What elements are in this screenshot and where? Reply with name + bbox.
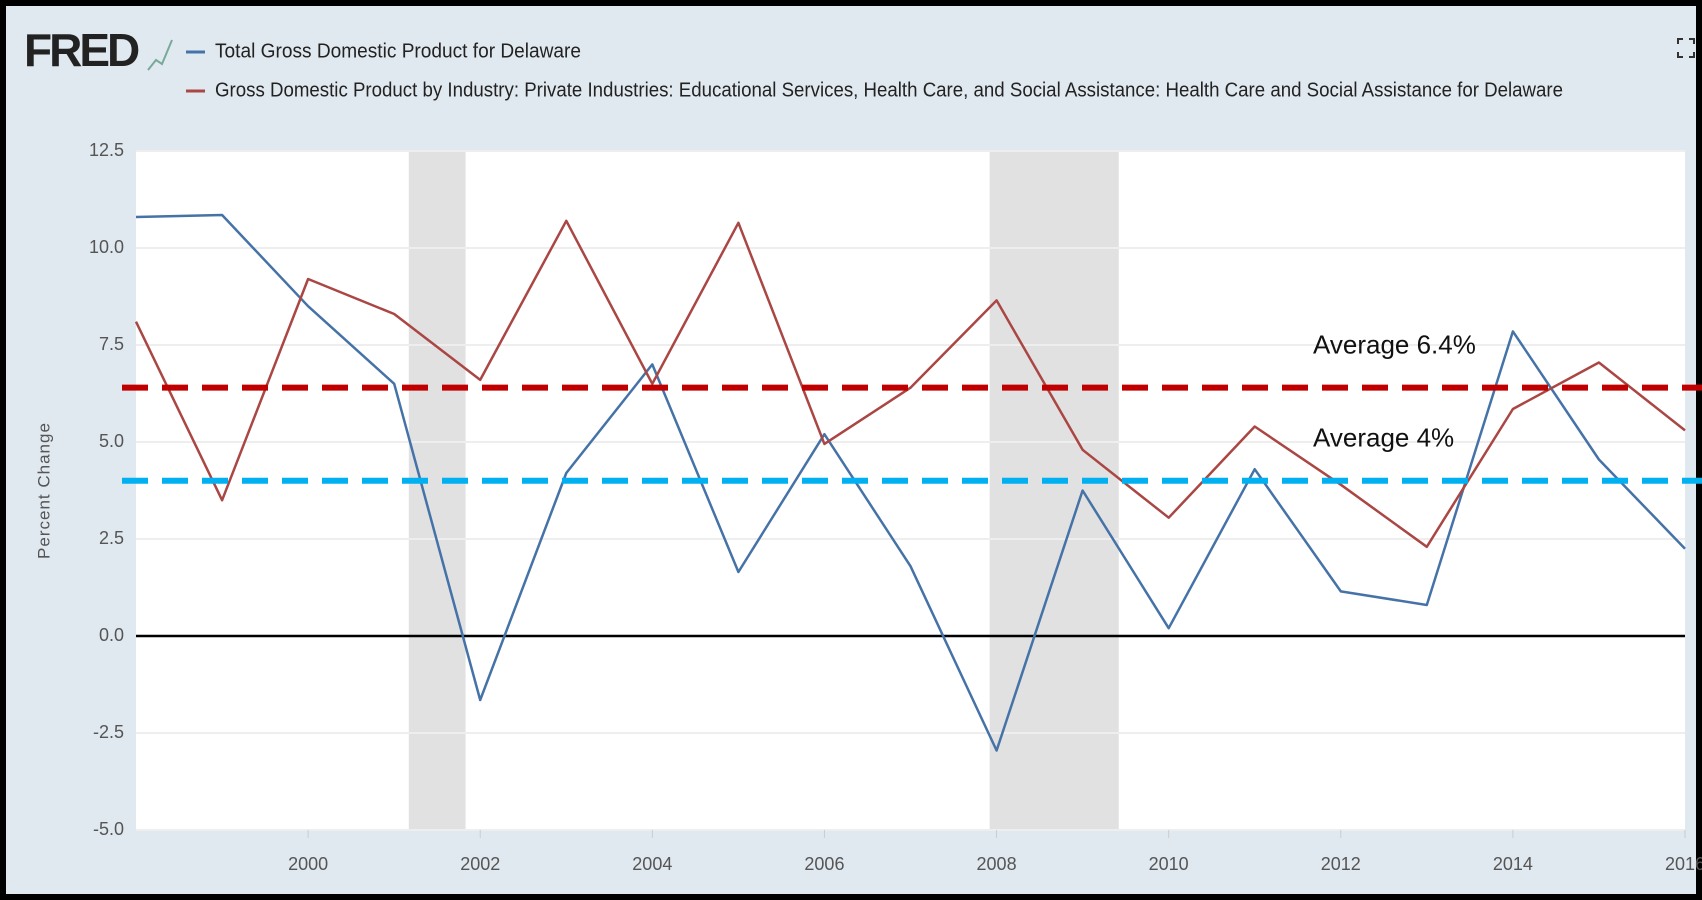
x-tick-label: 2000 xyxy=(288,854,328,874)
y-axis-label: Percent Change xyxy=(34,422,53,559)
y-tick-label: 2.5 xyxy=(99,528,124,548)
x-tick-label: 2014 xyxy=(1493,854,1533,874)
y-tick-label: 12.5 xyxy=(89,140,124,160)
logo-icon xyxy=(147,39,173,71)
recession-band xyxy=(408,151,466,830)
recession-band xyxy=(989,151,1119,830)
series-line xyxy=(134,219,1686,549)
expand-icon xyxy=(1677,38,1695,58)
x-tick-label: 2012 xyxy=(1321,854,1361,874)
x-tick-label: 2002 xyxy=(460,854,500,874)
y-tick-label: 0.0 xyxy=(99,625,124,645)
plot-area xyxy=(136,151,1685,830)
x-tick-label: 2006 xyxy=(804,854,844,874)
x-tick-label: 2008 xyxy=(977,854,1017,874)
x-tick-label: 2016 xyxy=(1665,854,1702,874)
x-tick-label: 2010 xyxy=(1149,854,1189,874)
legend-label: Gross Domestic Product by Industry: Priv… xyxy=(215,79,1563,101)
logo: FRED xyxy=(24,24,139,76)
series-line xyxy=(135,213,1686,752)
average-label: Average 4% xyxy=(1313,423,1454,453)
y-tick-label: 5.0 xyxy=(99,431,124,451)
y-tick-label: 10.0 xyxy=(89,237,124,257)
x-tick-label: 2004 xyxy=(632,854,672,874)
y-tick-label: -5.0 xyxy=(93,819,124,839)
y-tick-label: 7.5 xyxy=(99,334,124,354)
average-label: Average 6.4% xyxy=(1313,330,1476,360)
legend-label: Total Gross Domestic Product for Delawar… xyxy=(215,40,581,62)
y-tick-label: -2.5 xyxy=(93,722,124,742)
